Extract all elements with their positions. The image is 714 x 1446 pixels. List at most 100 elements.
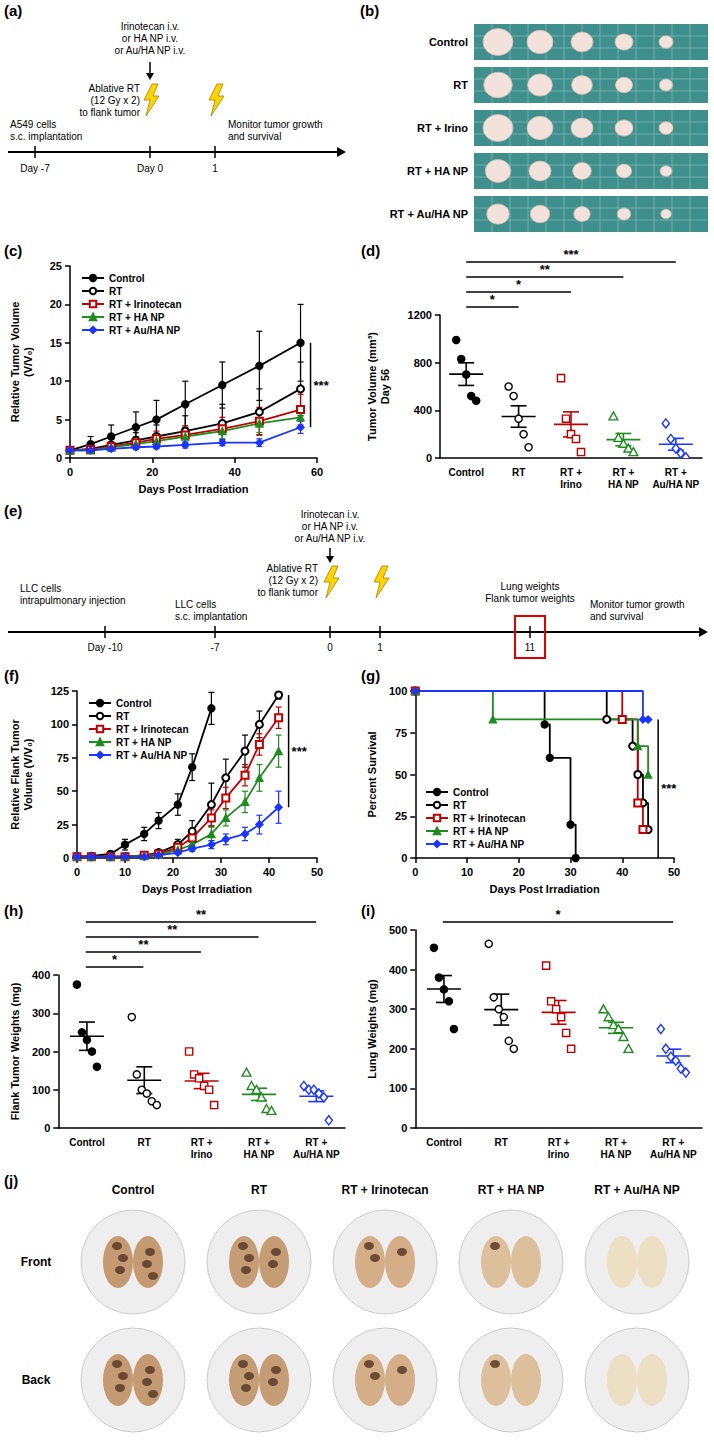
svg-text:s.c. implantation: s.c. implantation — [175, 611, 247, 622]
svg-text:400: 400 — [32, 969, 50, 981]
svg-text:75: 75 — [395, 727, 407, 739]
svg-text:200: 200 — [389, 1043, 407, 1055]
svg-text:*: * — [555, 907, 561, 922]
svg-text:Control: Control — [109, 273, 145, 284]
svg-text:RT + Irinotecan: RT + Irinotecan — [109, 299, 182, 310]
svg-text:40: 40 — [263, 866, 275, 878]
svg-text:50: 50 — [395, 769, 407, 781]
svg-text:1: 1 — [212, 163, 218, 174]
svg-text:and survival: and survival — [228, 131, 281, 142]
svg-text:0: 0 — [44, 1122, 50, 1134]
svg-text:Day -10: Day -10 — [87, 642, 122, 653]
svg-text:11: 11 — [525, 642, 536, 653]
svg-text:Irino: Irino — [560, 479, 582, 490]
svg-text:RT +: RT + — [612, 467, 634, 478]
svg-text:RT +: RT + — [305, 1137, 327, 1148]
svg-text:10: 10 — [50, 375, 62, 387]
svg-text:25: 25 — [57, 819, 69, 831]
svg-text:Days Post Irradiation: Days Post Irradiation — [142, 883, 252, 895]
svg-text:Irinotecan i.v.: Irinotecan i.v. — [121, 21, 180, 32]
svg-text:RT: RT — [512, 467, 525, 478]
svg-text:RT + Irinotecan: RT + Irinotecan — [341, 1183, 428, 1197]
svg-text:300: 300 — [32, 1007, 50, 1019]
svg-text:30: 30 — [564, 866, 576, 878]
svg-text:Day -7: Day -7 — [20, 163, 50, 174]
svg-text:20: 20 — [146, 466, 158, 478]
svg-text:0: 0 — [426, 452, 432, 464]
svg-text:50: 50 — [311, 866, 323, 878]
svg-text:RT: RT — [138, 1137, 151, 1148]
svg-text:40: 40 — [616, 866, 628, 878]
svg-text:(12 Gy x 2): (12 Gy x 2) — [269, 575, 318, 586]
svg-text:**: ** — [167, 922, 178, 937]
svg-text:***: *** — [661, 781, 677, 796]
svg-text:Relative Tumor Volume: Relative Tumor Volume — [9, 302, 21, 423]
svg-text:800: 800 — [414, 357, 432, 369]
svg-text:0: 0 — [412, 866, 418, 878]
svg-text:Volume (V/V₀): Volume (V/V₀) — [22, 738, 34, 810]
svg-text:5: 5 — [56, 414, 62, 426]
svg-text:Ablative RT: Ablative RT — [88, 83, 140, 94]
svg-text:Au/HA NP: Au/HA NP — [652, 479, 699, 490]
svg-text:Back: Back — [22, 1373, 51, 1387]
svg-text:LLC cells: LLC cells — [175, 599, 216, 610]
svg-text:**: ** — [196, 907, 207, 922]
svg-text:Control: Control — [426, 1137, 462, 1148]
svg-text:60: 60 — [311, 466, 323, 478]
svg-text:50: 50 — [57, 785, 69, 797]
svg-text:Control: Control — [429, 36, 468, 48]
svg-text:(12 Gy x 2): (12 Gy x 2) — [91, 95, 140, 106]
svg-text:Lung weights: Lung weights — [501, 581, 560, 592]
svg-text:Days Post Irradiation: Days Post Irradiation — [490, 883, 600, 895]
svg-text:0: 0 — [74, 866, 80, 878]
svg-text:RT + Irinotecan: RT + Irinotecan — [453, 813, 526, 824]
svg-text:RT + Au/HA NP: RT + Au/HA NP — [109, 325, 181, 336]
svg-text:RT + HA NP: RT + HA NP — [407, 165, 468, 177]
svg-text:Control: Control — [116, 698, 152, 709]
svg-text:or HA NP i.v.: or HA NP i.v. — [122, 33, 178, 44]
svg-text:25: 25 — [395, 810, 407, 822]
svg-text:Irinotecan i.v.: Irinotecan i.v. — [301, 509, 360, 520]
svg-text:RT +: RT + — [191, 1137, 213, 1148]
svg-text:intrapulmonary injection: intrapulmonary injection — [20, 595, 126, 606]
svg-text:RT: RT — [495, 1137, 508, 1148]
svg-text:Ablative RT: Ablative RT — [266, 563, 318, 574]
svg-text:RT +: RT + — [665, 467, 687, 478]
svg-text:RT + Au/HA NP: RT + Au/HA NP — [390, 208, 468, 220]
svg-text:125: 125 — [51, 685, 69, 697]
svg-text:Days Post Irradiation: Days Post Irradiation — [138, 483, 248, 495]
svg-text:0: 0 — [401, 1122, 407, 1134]
svg-text:RT + Au/HA NP: RT + Au/HA NP — [453, 839, 525, 850]
svg-text:300: 300 — [389, 1003, 407, 1015]
svg-text:RT +: RT + — [248, 1137, 270, 1148]
svg-text:1: 1 — [377, 642, 383, 653]
svg-text:Irino: Irino — [548, 1149, 570, 1160]
svg-text:or Au/HA NP i.v.: or Au/HA NP i.v. — [295, 533, 366, 544]
svg-text:Control: Control — [69, 1137, 105, 1148]
svg-text:RT + HA NP: RT + HA NP — [116, 737, 172, 748]
svg-text:20: 20 — [50, 298, 62, 310]
svg-text:**: ** — [540, 262, 551, 277]
svg-text:20: 20 — [167, 866, 179, 878]
svg-text:Control: Control — [112, 1183, 155, 1197]
svg-text:Au/HA NP: Au/HA NP — [650, 1149, 697, 1160]
svg-text:RT: RT — [453, 800, 466, 811]
svg-text:or HA NP i.v.: or HA NP i.v. — [302, 521, 358, 532]
svg-text:***: *** — [314, 378, 330, 393]
svg-text:RT + Irinotecan: RT + Irinotecan — [116, 724, 189, 735]
svg-text:100: 100 — [389, 685, 407, 697]
svg-text:15: 15 — [50, 337, 62, 349]
svg-text:RT: RT — [109, 286, 122, 297]
svg-text:RT + Au/HA NP: RT + Au/HA NP — [594, 1183, 679, 1197]
svg-text:HA NP: HA NP — [244, 1149, 275, 1160]
svg-text:to flank tumor: to flank tumor — [257, 587, 318, 598]
svg-text:Front: Front — [21, 1255, 52, 1269]
svg-text:Monitor tumor growth: Monitor tumor growth — [590, 599, 684, 610]
svg-text:Relative Flank Tumor: Relative Flank Tumor — [9, 719, 21, 830]
svg-text:RT +: RT + — [605, 1137, 627, 1148]
svg-text:75: 75 — [57, 752, 69, 764]
svg-text:0: 0 — [327, 642, 333, 653]
svg-text:RT: RT — [453, 79, 468, 91]
svg-text:or Au/HA NP i.v.: or Au/HA NP i.v. — [115, 45, 186, 56]
svg-text:20: 20 — [513, 866, 525, 878]
